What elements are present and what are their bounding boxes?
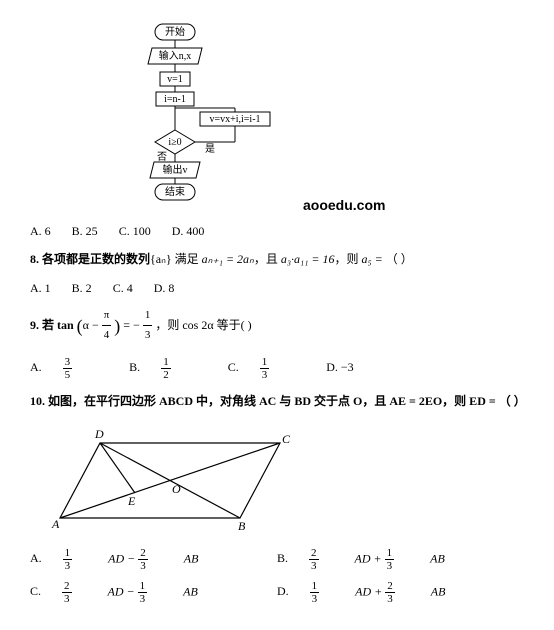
pt-b: B (238, 519, 246, 533)
fc-v1: v=1 (167, 74, 183, 85)
fc-i1: i=n-1 (164, 94, 186, 105)
q9-text: 9. 若 tan (α − π4 ) = − 13 ，则 cos 2α 等于( … (30, 306, 524, 347)
flowchart-diagram: 开始 输入n,x v=1 i=n-1 v=vx+i,i=i-1 i≥0 是 否 … (80, 20, 524, 214)
fc-calc: v=vx+i,i=i-1 (209, 114, 260, 125)
fc-output: 输出v (163, 163, 188, 176)
q10-opt-c: C. 23AD − 13AB (30, 580, 277, 605)
q10-opt-b: B. 23AD + 13AB (277, 547, 524, 572)
q9-opt-d: D. −3 (326, 360, 353, 374)
fc-yes: 是 (205, 143, 215, 155)
q7-opt-b: B. 25 (72, 224, 98, 238)
q7-options: A. 6 B. 25 C. 100 D. 400 (30, 224, 524, 239)
fc-start: 开始 (165, 25, 185, 38)
q9-opt-c: C. 13 (228, 360, 306, 374)
q9-opt-a: A. 35 (30, 360, 108, 374)
q7-opt-a: A. 6 (30, 224, 51, 238)
q10-options-row1: A. 13AD − 23AB B. 23AD + 13AB (30, 547, 524, 572)
pt-e: E (127, 494, 136, 508)
q10-options-row2: C. 23AD − 13AB D. 13AD + 23AB (30, 580, 524, 605)
fc-input: 输入n,x (159, 49, 192, 62)
fc-cond: i≥0 (168, 137, 181, 148)
q10-text: 10. 如图，在平行四边形 ABCD 中，对角线 AC 与 BD 交于点 O，且… (30, 391, 524, 413)
q9-opt-b: B. 12 (129, 360, 207, 374)
q8-opt-d: D. 8 (154, 281, 175, 295)
pt-o: O (172, 482, 181, 496)
fc-end: 结束 (165, 185, 185, 198)
pt-a: A (51, 517, 60, 531)
q7-opt-d: D. 400 (172, 224, 205, 238)
q8-opt-a: A. 1 (30, 281, 51, 295)
q7-opt-c: C. 100 (119, 224, 151, 238)
pt-c: C (282, 432, 291, 446)
q8-opt-b: B. 2 (72, 281, 92, 295)
watermark-text: aooedu.com (303, 197, 385, 213)
q10-opt-d: D. 13AD + 23AB (277, 580, 524, 605)
parallelogram-diagram: A B C D O E (50, 423, 524, 537)
q9-options: A. 35 B. 12 C. 13 D. −3 (30, 356, 524, 381)
q8-text: 8. 各项都是正数的数列{aₙ} 满足 aₙ₊₁ = 2aₙ，且 a₃·a₁₁ … (30, 249, 524, 271)
q8-opt-c: C. 4 (113, 281, 133, 295)
q10-opt-a: A. 13AD − 23AB (30, 547, 277, 572)
q8-options: A. 1 B. 2 C. 4 D. 8 (30, 281, 524, 296)
pt-d: D (94, 427, 104, 441)
fc-no: 否 (157, 151, 167, 163)
